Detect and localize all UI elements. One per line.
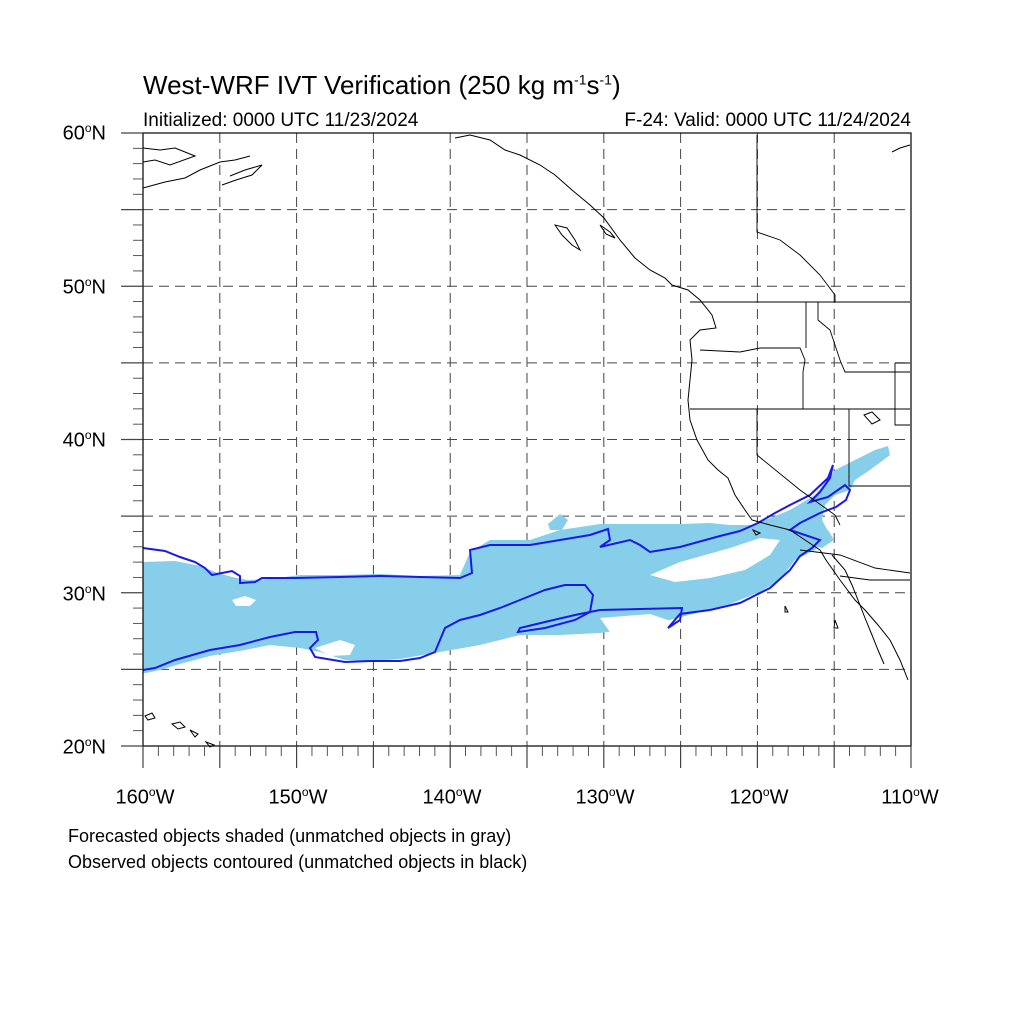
coastlines (142, 134, 911, 748)
forecast-gap-patch (315, 640, 355, 656)
observed-ivt-contour (142, 464, 852, 671)
lon-label-150w: 150oW (268, 785, 328, 809)
lat-label-40n: 40oN (62, 428, 106, 452)
lon-label-160w: 160oW (115, 785, 175, 809)
forecast-fragment (548, 514, 568, 530)
lon-label-110w: 110oW (881, 785, 939, 809)
lat-label-60n: 60oN (62, 121, 106, 145)
valid-time-label: F-24: Valid: 0000 UTC 11/24/2024 (624, 110, 911, 131)
lon-label-140w: 140oW (422, 785, 482, 809)
lon-label-130w: 130oW (575, 785, 635, 809)
political-borders (690, 135, 911, 581)
init-time-label: Initialized: 0000 UTC 11/23/2024 (143, 110, 419, 131)
lat-label-30n: 30oN (62, 582, 106, 606)
lat-label-20n: 20oN (62, 735, 106, 759)
observed-legend-note: Observed objects contoured (unmatched ob… (68, 852, 528, 872)
forecast-ivt-object (143, 446, 890, 673)
forecast-legend-note: Forecasted objects shaded (unmatched obj… (68, 826, 512, 846)
map-title: West-WRF IVT Verification (250 kg m-1s-1… (143, 70, 621, 100)
forecast-gap-patch (650, 538, 780, 582)
axis-ticks (121, 132, 912, 768)
lat-label-50n: 50oN (62, 275, 106, 299)
lon-label-120w: 120oW (729, 785, 789, 809)
forecast-gap-patch (232, 596, 256, 606)
forecast-gap-patch (600, 614, 668, 632)
lat-lon-grid (143, 133, 911, 746)
